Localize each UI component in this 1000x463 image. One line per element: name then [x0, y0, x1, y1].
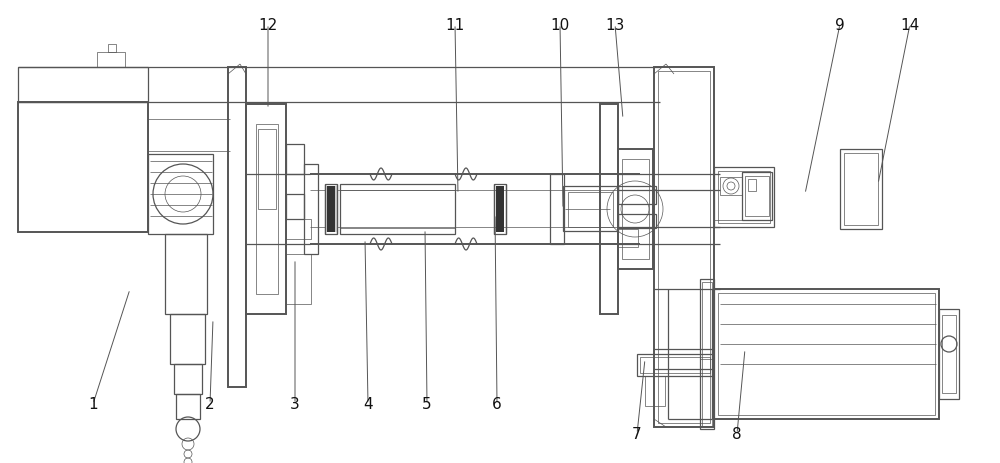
Bar — [18, 103, 148, 232]
Text: 12: 12 — [258, 18, 278, 32]
Bar — [720, 178, 742, 195]
Bar — [550, 175, 564, 244]
Bar — [18, 68, 148, 103]
Text: 5: 5 — [422, 397, 432, 412]
Bar — [286, 144, 304, 175]
Bar — [325, 185, 337, 234]
Bar — [745, 176, 769, 217]
Bar — [618, 150, 653, 269]
Bar — [637, 354, 713, 376]
Text: 4: 4 — [363, 397, 373, 412]
Bar — [618, 187, 656, 205]
Text: 6: 6 — [492, 397, 502, 412]
Bar — [108, 45, 116, 53]
Bar — [286, 194, 304, 219]
Bar — [325, 187, 337, 232]
Bar — [844, 154, 878, 225]
Bar — [622, 160, 649, 259]
Text: 3: 3 — [290, 397, 300, 412]
Bar — [568, 193, 613, 227]
Bar — [340, 185, 455, 234]
Bar — [494, 185, 506, 234]
Bar — [148, 155, 213, 234]
Bar — [286, 255, 311, 304]
Bar — [748, 180, 756, 192]
Text: 10: 10 — [550, 18, 570, 32]
Bar — [286, 219, 311, 239]
Bar — [170, 314, 205, 364]
Bar — [714, 289, 939, 419]
Bar — [618, 230, 638, 247]
Bar — [327, 187, 335, 232]
Text: 2: 2 — [205, 397, 215, 412]
Text: 11: 11 — [445, 18, 465, 32]
Bar — [840, 150, 882, 230]
Text: 8: 8 — [732, 426, 742, 442]
Bar — [228, 68, 246, 387]
Bar — [700, 279, 714, 429]
Bar — [618, 214, 656, 229]
Bar — [742, 173, 772, 220]
Bar — [304, 165, 318, 255]
Bar — [939, 309, 959, 399]
Bar — [246, 105, 286, 314]
Bar — [714, 168, 774, 227]
Bar — [718, 172, 770, 224]
Bar — [258, 130, 276, 210]
Bar — [165, 234, 207, 314]
Bar — [600, 105, 618, 314]
Text: 9: 9 — [835, 18, 845, 32]
Bar — [640, 357, 710, 373]
Text: 1: 1 — [88, 397, 98, 412]
Bar — [256, 125, 278, 294]
Bar — [97, 53, 125, 68]
Bar — [718, 294, 935, 415]
Bar — [176, 394, 200, 419]
Bar — [563, 187, 618, 232]
Bar — [496, 187, 504, 232]
Bar — [174, 364, 202, 394]
Bar — [702, 282, 712, 426]
Bar — [658, 72, 710, 423]
Bar — [654, 68, 714, 427]
Text: 14: 14 — [900, 18, 920, 32]
Bar — [645, 376, 665, 406]
Text: 13: 13 — [605, 18, 625, 32]
Bar — [942, 315, 956, 393]
Text: 7: 7 — [632, 426, 642, 442]
Bar — [340, 191, 455, 229]
